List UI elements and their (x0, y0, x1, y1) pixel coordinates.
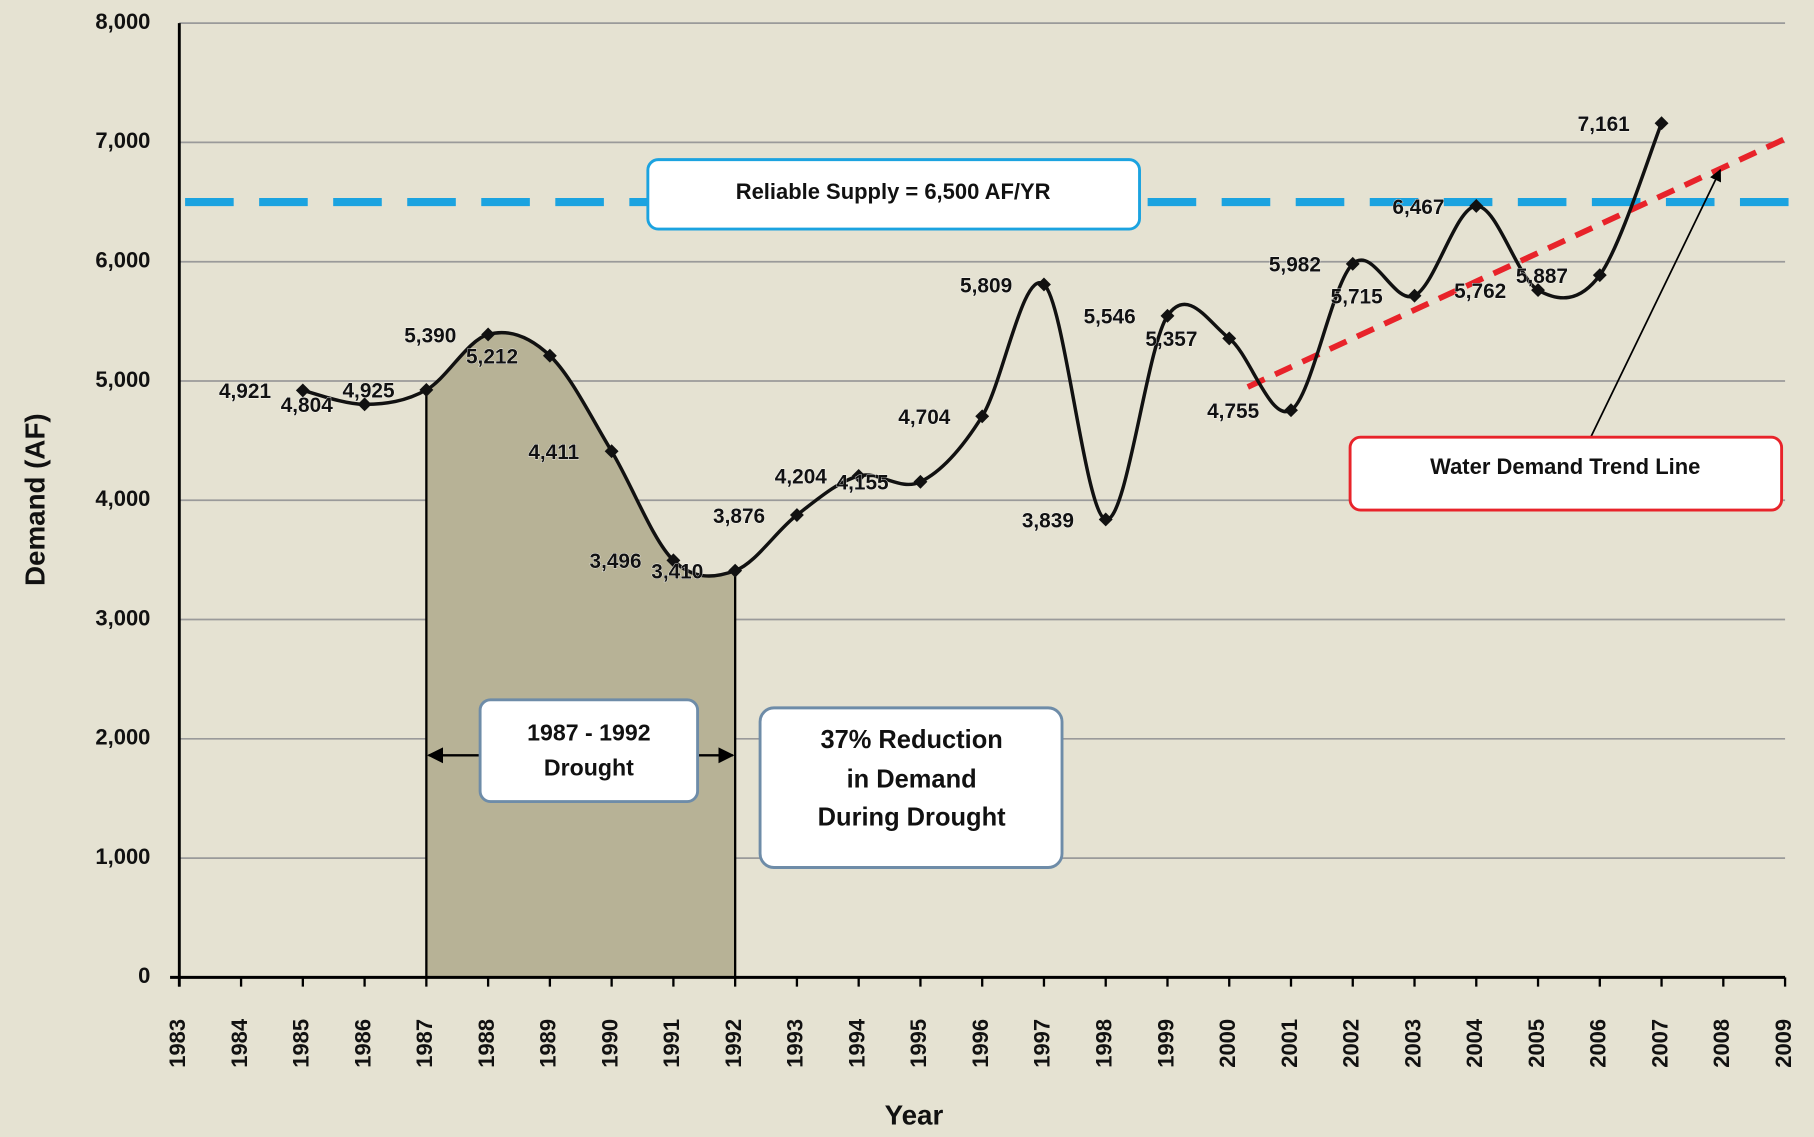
reduction-box (758, 706, 1064, 869)
data-point (851, 468, 866, 483)
x-tick-label: 1995 (906, 1019, 931, 1068)
x-tick-label: 2005 (1524, 1019, 1549, 1068)
reduction-label: 37% Reduction (820, 726, 1002, 754)
data-label: 3,839 (1022, 509, 1074, 532)
data-point (1160, 308, 1175, 323)
data-label: 7,161 (1578, 113, 1630, 136)
x-tick-label: 2001 (1277, 1019, 1302, 1068)
data-label: 4,804 (281, 394, 334, 417)
y-tick-label: 5,000 (95, 367, 150, 392)
y-tick-label: 0 (138, 963, 150, 988)
data-label: 4,925 (342, 380, 394, 403)
x-tick-label: 1987 (412, 1019, 437, 1068)
reduction-label: During Drought (818, 804, 1006, 832)
data-label: 4,755 (1207, 400, 1259, 423)
data-point (357, 397, 372, 412)
x-tick-label: 2002 (1339, 1019, 1364, 1068)
data-label: 5,982 (1269, 254, 1321, 277)
y-tick-label: 1,000 (95, 844, 150, 869)
drought-shade (426, 332, 736, 978)
data-point (1531, 283, 1545, 298)
drought-label: Drought (544, 754, 634, 780)
x-tick-label: 2007 (1647, 1019, 1672, 1068)
data-point (728, 563, 743, 578)
data-point (542, 348, 557, 363)
trend-label: Water Demand Trend Line (1430, 454, 1700, 479)
x-tick-label: 1988 (474, 1019, 499, 1068)
reduction-label: in Demand (847, 765, 977, 793)
trend-arrow (1589, 168, 1722, 438)
data-point (604, 444, 619, 459)
x-tick-label: 2000 (1215, 1019, 1240, 1068)
y-axis-label: Demand (AF) (19, 413, 50, 586)
data-label: 3,876 (713, 505, 765, 528)
data-point (295, 383, 310, 398)
x-tick-label: 2008 (1709, 1019, 1734, 1068)
y-tick-label: 7,000 (95, 128, 150, 153)
y-tick-label: 4,000 (95, 486, 150, 511)
data-label: 4,921 (219, 380, 271, 403)
data-label: 4,155 (837, 472, 889, 495)
data-point (1469, 199, 1484, 213)
data-label: 3,496 (590, 550, 642, 573)
data-point (1222, 331, 1237, 346)
y-tick-label: 6,000 (95, 247, 150, 272)
data-point (1284, 403, 1298, 418)
data-label: 5,809 (960, 274, 1012, 297)
y-tick-label: 3,000 (95, 605, 150, 630)
supply-label: Reliable Supply = 6,500 AF/YR (736, 179, 1051, 204)
data-label: 5,715 (1331, 286, 1383, 309)
data-point (1098, 512, 1113, 527)
data-label: 5,546 (1084, 306, 1136, 329)
data-point (975, 409, 990, 424)
x-tick-label: 1990 (597, 1019, 622, 1068)
data-label: 4,411 (528, 441, 579, 464)
x-tick-label: 2006 (1586, 1019, 1611, 1068)
data-label: 5,357 (1145, 328, 1197, 351)
data-label: 5,762 (1454, 280, 1506, 303)
x-tick-label: 1997 (1030, 1019, 1055, 1068)
drought-label: 1987 - 1992 (527, 720, 650, 746)
x-tick-label: 1992 (721, 1019, 746, 1068)
x-tick-label: 1985 (289, 1019, 314, 1068)
x-tick-label: 1984 (227, 1018, 252, 1068)
data-point (1407, 288, 1422, 303)
data-label: 5,887 (1516, 265, 1568, 288)
data-label: 4,704 (898, 406, 951, 429)
x-tick-label: 1996 (968, 1019, 993, 1068)
x-axis-label: Year (885, 1100, 944, 1131)
data-point (913, 474, 928, 489)
data-point (481, 327, 496, 342)
trend-line (1246, 136, 1787, 390)
trend-box (1348, 435, 1784, 512)
data-label: 3,410 (651, 560, 703, 583)
x-tick-label: 1991 (659, 1019, 684, 1068)
x-tick-label: 1993 (783, 1019, 808, 1068)
supply-box (646, 158, 1141, 231)
x-tick-label: 1989 (536, 1019, 561, 1068)
x-tick-label: 2009 (1771, 1019, 1796, 1068)
x-tick-label: 2004 (1462, 1018, 1487, 1068)
x-tick-label: 2003 (1400, 1019, 1425, 1068)
data-label: 6,467 (1392, 196, 1444, 219)
x-tick-label: 1994 (844, 1018, 869, 1068)
data-label: 5,390 (404, 324, 456, 347)
data-label: 4,204 (775, 466, 828, 489)
data-label: 5,212 (466, 346, 518, 369)
data-point (1037, 277, 1051, 292)
x-tick-label: 1998 (1092, 1019, 1117, 1068)
y-tick-label: 2,000 (95, 725, 150, 750)
x-tick-label: 1983 (165, 1019, 190, 1068)
drought-box (478, 698, 700, 804)
x-tick-label: 1999 (1153, 1019, 1178, 1068)
y-tick-label: 8,000 (95, 9, 150, 34)
data-point (1345, 256, 1360, 271)
x-tick-label: 1986 (350, 1019, 375, 1068)
